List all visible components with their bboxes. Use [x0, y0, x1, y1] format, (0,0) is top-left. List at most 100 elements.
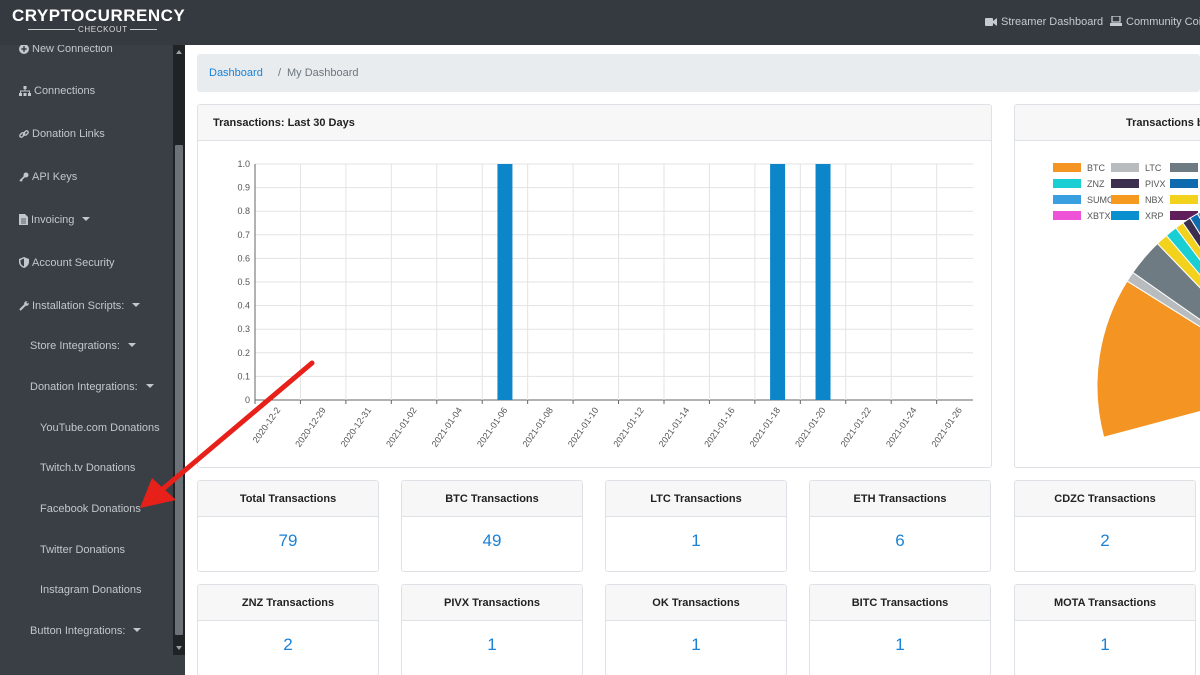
pie-slice[interactable]: [1196, 210, 1200, 386]
transactions-pie-chart: [1096, 210, 1200, 438]
shield-icon: [19, 257, 29, 268]
sidebar-item-facebook-donations[interactable]: Facebook Donations: [40, 503, 141, 515]
transactions-by-coin-card: Transactions b BTC LTC ZNZ PIVX SUMO NBX XBTX X…: [1014, 104, 1200, 468]
chevron-down-icon: [133, 628, 142, 632]
card-header: Transactions b: [1015, 105, 1200, 141]
transactions-bar-chart: 1.00.90.80.70.60.50.40.30.20.102020-12-2…: [237, 159, 973, 449]
legend-swatch: [1053, 163, 1081, 172]
legend-swatch: [1111, 163, 1139, 172]
video-camera-icon: [985, 18, 997, 26]
bar[interactable]: [815, 164, 831, 400]
stat-value: 1: [691, 531, 701, 550]
legend-label: NBX: [1145, 195, 1164, 205]
breadcrumb-dashboard-link[interactable]: Dashboard: [209, 67, 263, 79]
stat-card: BITC Transactions 1: [809, 584, 991, 675]
nav-streamer-dashboard[interactable]: Streamer Dashboard: [985, 16, 1103, 32]
pie-slice[interactable]: [1096, 280, 1200, 438]
stat-card: LTC Transactions 1: [605, 480, 787, 572]
scroll-down-arrow-icon[interactable]: [175, 643, 183, 653]
legend-item[interactable]: NBX: [1111, 195, 1164, 205]
stat-card: ETH Transactions 6: [809, 480, 991, 572]
card-header: MOTA Transactions: [1015, 585, 1195, 621]
x-tick-label: 2021-01-26: [929, 405, 964, 448]
logo-divider: [28, 29, 75, 30]
x-tick-label: 2021-01-18: [748, 405, 783, 448]
sidebar-item-installation-scripts[interactable]: Installation Scripts:: [19, 300, 141, 312]
sidebar-item-connections[interactable]: Connections: [19, 85, 95, 97]
sidebar-item-twitch-donations[interactable]: Twitch.tv Donations: [40, 462, 135, 474]
legend-item[interactable]: SUMO: [1053, 195, 1114, 205]
legend-item[interactable]: PIVX: [1111, 179, 1166, 189]
key-icon: [19, 172, 29, 182]
y-tick-label: 0.8: [237, 206, 250, 216]
scrollbar-thumb[interactable]: [175, 145, 183, 635]
stat-card: Total Transactions 79: [197, 480, 379, 572]
sidebar-item-label: Account Security: [32, 257, 115, 269]
legend-swatch: [1170, 211, 1198, 220]
sidebar-item-twitter-donations[interactable]: Twitter Donations: [40, 544, 125, 556]
legend-label: ZNZ: [1087, 179, 1105, 189]
sidebar-scrollbar[interactable]: [173, 45, 185, 655]
sidebar-item-donation-integrations[interactable]: Donation Integrations:: [30, 381, 154, 393]
sidebar-item-label: Installation Scripts:: [32, 300, 125, 312]
stat-card: ZNZ Transactions 2: [197, 584, 379, 675]
y-tick-label: 0.4: [237, 301, 250, 311]
card-header: PIVX Transactions: [402, 585, 582, 621]
legend-item[interactable]: [1170, 211, 1200, 221]
logo-divider: [130, 29, 157, 30]
x-tick-label: 2020-12-31: [339, 405, 374, 448]
nav-community-coin-label: Community Coin: [1126, 16, 1200, 28]
stat-value: 1: [895, 635, 905, 654]
legend-swatch: [1053, 211, 1081, 220]
stat-label: BTC Transactions: [445, 493, 539, 505]
legend-item[interactable]: XBTX: [1053, 211, 1111, 221]
sidebar-item-new-connection[interactable]: New Connection: [19, 45, 113, 55]
stat-label: BITC Transactions: [851, 597, 949, 609]
sidebar-item-api-keys[interactable]: API Keys: [19, 171, 77, 183]
bar[interactable]: [497, 164, 513, 400]
sidebar-item-invoicing[interactable]: Invoicing: [19, 214, 91, 226]
sidebar-item-account-security[interactable]: Account Security: [19, 257, 115, 269]
sidebar-item-donation-links[interactable]: Donation Links: [19, 128, 105, 140]
stat-value: 1: [1100, 635, 1110, 654]
community-icon: [1110, 15, 1122, 26]
y-tick-label: 0.6: [237, 253, 250, 263]
stat-value: 49: [482, 531, 502, 550]
legend-item[interactable]: BTC: [1053, 163, 1105, 173]
wrench-icon: [19, 301, 29, 311]
x-tick-label: 2021-01-22: [839, 405, 874, 448]
card-title: Transactions: Last 30 Days: [213, 117, 355, 129]
legend-item[interactable]: [1170, 179, 1200, 189]
sidebar-item-button-integrations[interactable]: Button Integrations:: [30, 625, 142, 637]
scroll-up-arrow-icon[interactable]: [175, 47, 183, 57]
y-tick-label: 0.3: [237, 324, 250, 334]
sidebar-item-instagram-donations[interactable]: Instagram Donations: [40, 584, 142, 596]
sidebar-item-label: Connections: [34, 85, 96, 97]
y-tick-label: 0: [245, 395, 250, 405]
legend-item[interactable]: ZNZ: [1053, 179, 1105, 189]
breadcrumb-separator: /: [278, 67, 282, 79]
y-tick-label: 0.7: [237, 230, 250, 240]
legend-item[interactable]: LTC: [1111, 163, 1161, 173]
sidebar-item-label: Donation Links: [32, 128, 105, 140]
stat-card: CDZC Transactions 2: [1014, 480, 1196, 572]
chevron-down-icon: [82, 217, 91, 221]
bar[interactable]: [770, 164, 786, 400]
stat-label: ZNZ Transactions: [241, 597, 335, 609]
legend-item[interactable]: [1170, 163, 1200, 173]
logo-main-text: CRYPTOCURRENCY: [12, 6, 186, 25]
stat-label: MOTA Transactions: [1053, 597, 1157, 609]
nav-streamer-dashboard-label: Streamer Dashboard: [1001, 16, 1104, 28]
legend-item[interactable]: XRP: [1111, 211, 1164, 221]
card-header: ETH Transactions: [810, 481, 990, 517]
sidebar-item-youtube-donations[interactable]: YouTube.com Donations: [40, 422, 160, 434]
x-tick-label: 2021-01-08: [520, 405, 555, 448]
x-tick-label: 2021-01-04: [430, 405, 465, 448]
legend-swatch: [1111, 211, 1139, 220]
sidebar-item-store-integrations[interactable]: Store Integrations:: [30, 340, 136, 352]
legend-item[interactable]: [1170, 195, 1200, 205]
file-icon: [19, 214, 28, 225]
nav-community-coin[interactable]: Community Coin: [1110, 15, 1200, 32]
logo[interactable]: CRYPTOCURRENCY CHECKOUT: [12, 6, 185, 40]
breadcrumb: Dashboard / My Dashboard: [197, 54, 1200, 92]
